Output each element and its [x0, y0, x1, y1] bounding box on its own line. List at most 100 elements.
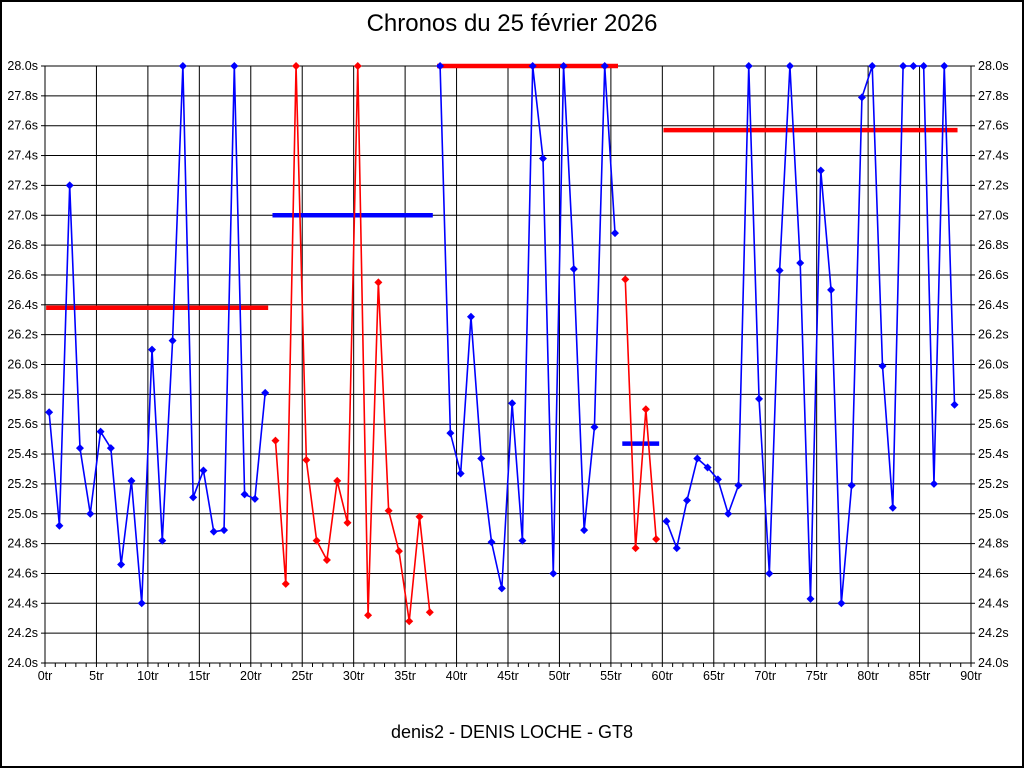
- stint-1-line: [48, 65, 266, 605]
- stint-3-point: [549, 569, 558, 578]
- stint-1-point: [250, 494, 259, 503]
- stint-5-point: [837, 599, 846, 608]
- stint-3-point: [538, 154, 547, 163]
- x-axis-label: 55tr: [600, 669, 622, 683]
- y-axis-label-right: 27.8s: [978, 89, 1009, 103]
- y-axis-label-left: 27.6s: [7, 119, 38, 133]
- stint-3-point: [477, 454, 486, 463]
- stint-1-point: [45, 408, 54, 417]
- y-axis-label-left: 25.6s: [7, 417, 38, 431]
- stint-5-point: [662, 517, 671, 526]
- y-axis-label-right: 26.6s: [978, 268, 1009, 282]
- y-axis-label-left: 24.2s: [7, 626, 38, 640]
- stint-1-point: [199, 466, 208, 475]
- y-axis-label-left: 27.0s: [7, 208, 38, 222]
- stint-5-point: [847, 481, 856, 490]
- stint-5-point: [683, 496, 692, 505]
- stint-1-point: [148, 345, 157, 354]
- stint-5-point: [806, 594, 815, 603]
- stint-5-point: [929, 479, 938, 488]
- y-axis-label-right: 24.8s: [978, 537, 1009, 551]
- stint-5-point: [785, 62, 794, 70]
- stint-2-point: [302, 456, 311, 465]
- stint-2-point: [333, 476, 342, 485]
- stint-3-point: [559, 62, 568, 70]
- y-axis-label-right: 25.8s: [978, 387, 1009, 401]
- stint-1-point: [137, 599, 146, 608]
- stint-2-point: [415, 512, 424, 521]
- chart-footer: denis2 - DENIS LOCHE - GT8: [390, 722, 634, 742]
- y-axis-label-right: 26.4s: [978, 298, 1009, 312]
- y-axis-label-right: 26.0s: [978, 358, 1009, 372]
- stint-5-point: [868, 62, 877, 70]
- y-axis-label-left: 25.2s: [7, 477, 38, 491]
- stint-1-point: [106, 444, 115, 453]
- x-axis-label: 85tr: [909, 669, 931, 683]
- stint-2-point: [322, 556, 331, 565]
- stint-4-point: [631, 544, 640, 553]
- stint-1-point: [230, 62, 239, 70]
- stint-1-point: [261, 388, 270, 397]
- y-axis-label-left: 27.2s: [7, 178, 38, 192]
- stint-3-point: [590, 423, 599, 432]
- y-axis-label-right: 28.0s: [978, 59, 1009, 73]
- y-axis-label-right: 27.2s: [978, 178, 1009, 192]
- x-axis-label: 65tr: [703, 669, 725, 683]
- y-axis-label-left: 25.0s: [7, 507, 38, 521]
- stint-2-point: [364, 611, 373, 620]
- y-axis-label-left: 26.6s: [7, 268, 38, 282]
- y-axis-label-right: 26.8s: [978, 238, 1009, 252]
- y-axis-label-right: 24.6s: [978, 566, 1009, 580]
- x-axis-label: 70tr: [754, 669, 776, 683]
- stint-1-point: [86, 509, 95, 518]
- stint-2-point: [374, 278, 383, 287]
- stint-5-point: [878, 361, 887, 370]
- y-axis-label-right: 24.2s: [978, 626, 1009, 640]
- y-axis-label-right: 25.6s: [978, 417, 1009, 431]
- y-axis-label-right: 25.2s: [978, 477, 1009, 491]
- stint-2-point: [343, 518, 352, 527]
- x-axis-label: 40tr: [446, 669, 468, 683]
- stint-1-point: [220, 526, 229, 535]
- stint-3-point: [508, 399, 517, 408]
- y-axis-label-left: 26.0s: [7, 358, 38, 372]
- y-axis-label-right: 24.0s: [978, 656, 1009, 670]
- y-axis-label-left: 25.8s: [7, 387, 38, 401]
- stint-2-point: [353, 62, 362, 70]
- y-axis-label-left: 27.8s: [7, 89, 38, 103]
- stint-3-point: [528, 62, 537, 70]
- stint-1-point: [96, 427, 105, 436]
- stint-5-point: [857, 93, 866, 102]
- stint-2-point: [405, 617, 414, 626]
- x-axis-label: 25tr: [291, 669, 313, 683]
- stint-2-point: [271, 436, 280, 445]
- stint-1-point: [158, 536, 167, 545]
- stint-3-point: [466, 312, 475, 321]
- x-axis-label: 0tr: [38, 669, 53, 683]
- stint-3-point: [487, 538, 496, 547]
- y-axis-label-right: 25.0s: [978, 507, 1009, 521]
- y-axis-label-left: 24.6s: [7, 566, 38, 580]
- stint-5-point: [734, 481, 743, 490]
- stint-3-line: [439, 65, 616, 590]
- stint-4-line: [624, 279, 657, 549]
- x-axis-label: 45tr: [497, 669, 519, 683]
- stint-2-point: [394, 547, 403, 556]
- y-axis-label-left: 27.4s: [7, 149, 38, 163]
- y-axis-label-left: 25.4s: [7, 447, 38, 461]
- stint-4-point: [641, 405, 650, 414]
- stint-1-point: [209, 527, 218, 536]
- stint-4-point: [621, 275, 630, 284]
- x-axis-label: 20tr: [240, 669, 262, 683]
- stint-3-point: [446, 429, 455, 438]
- stint-1-point: [55, 521, 64, 530]
- x-axis-label: 90tr: [960, 669, 982, 683]
- stint-5-point: [724, 509, 733, 518]
- y-axis-label-left: 28.0s: [7, 59, 38, 73]
- stint-4-point: [652, 535, 661, 544]
- y-axis-label-left: 24.8s: [7, 537, 38, 551]
- stint-1-point: [189, 493, 198, 502]
- x-axis-label: 50tr: [549, 669, 571, 683]
- x-axis-label: 80tr: [857, 669, 879, 683]
